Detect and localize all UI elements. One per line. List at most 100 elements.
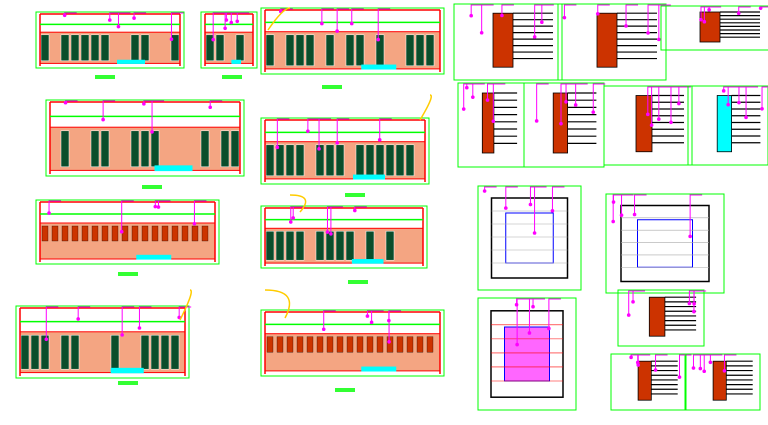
leader-dot xyxy=(365,314,370,318)
drawing-plan xyxy=(477,185,582,291)
leader-line xyxy=(484,186,497,192)
leader-line xyxy=(290,206,303,223)
leader-line xyxy=(492,83,506,122)
leader-dot xyxy=(531,304,535,309)
panel xyxy=(40,34,50,62)
leader-line xyxy=(109,12,122,21)
panel xyxy=(285,230,295,261)
brick-pier xyxy=(111,225,119,242)
panel xyxy=(285,34,295,67)
leader-line xyxy=(688,290,702,304)
leader-line xyxy=(534,186,547,234)
leader-line xyxy=(738,6,751,14)
leader-line xyxy=(708,6,722,10)
dimension-frame xyxy=(687,85,768,166)
detail-section xyxy=(637,360,652,401)
panel xyxy=(265,34,275,67)
panel xyxy=(150,130,160,168)
leader-dot xyxy=(479,30,484,35)
panel xyxy=(170,34,180,62)
leader-line xyxy=(321,8,334,24)
leader-line xyxy=(536,83,549,121)
panel xyxy=(220,130,230,168)
leader-dot xyxy=(62,13,67,18)
brick-pier xyxy=(426,336,434,353)
leader-dot xyxy=(369,320,374,325)
detail-section xyxy=(635,95,653,153)
leader-line xyxy=(692,354,706,369)
panel xyxy=(385,230,395,261)
leader-line xyxy=(276,118,290,148)
drawing-elevation-brick xyxy=(35,199,220,276)
leader-dot xyxy=(688,234,692,239)
leader-dot xyxy=(275,145,280,150)
panel xyxy=(295,34,305,67)
leader-dot xyxy=(562,15,567,20)
brick-pier xyxy=(101,225,109,242)
drawing-detail xyxy=(617,289,707,347)
dimension-frame xyxy=(660,5,768,51)
brick-pier xyxy=(131,225,139,242)
leader-dot xyxy=(491,119,496,124)
leader-dot xyxy=(63,100,68,105)
leader-dot xyxy=(320,21,324,26)
leader-line xyxy=(689,194,703,237)
leader-line xyxy=(501,4,514,16)
dimension-frame xyxy=(557,3,667,81)
leader-dot xyxy=(559,121,563,126)
dimension-frame xyxy=(260,7,445,75)
panel xyxy=(425,34,435,67)
panel xyxy=(315,144,325,177)
leader-dot xyxy=(471,95,475,99)
callout-arrow xyxy=(267,7,291,31)
brick-pier xyxy=(181,225,189,242)
panel xyxy=(265,144,275,177)
panel xyxy=(70,334,80,370)
panel xyxy=(60,34,70,62)
leader-line xyxy=(613,194,626,203)
leader-line xyxy=(170,12,184,40)
leader-dot xyxy=(291,216,295,220)
leader-dot xyxy=(669,120,673,125)
leader-line xyxy=(212,12,226,40)
callout-arrow xyxy=(264,289,291,319)
glass-strip xyxy=(353,174,385,180)
leader-dot xyxy=(636,363,641,367)
leader-dot xyxy=(657,117,661,121)
leader-line xyxy=(534,4,547,37)
leader-dot xyxy=(229,20,234,25)
leader-dot xyxy=(377,138,382,142)
panel xyxy=(405,144,415,177)
leader-dot xyxy=(737,100,741,105)
brick-pier xyxy=(346,336,354,353)
brick-pier xyxy=(416,336,424,353)
drawing-detail-glass xyxy=(687,85,768,166)
leader-dot xyxy=(211,37,215,42)
leader-dot xyxy=(619,213,624,218)
leader-line xyxy=(597,4,610,14)
brick-pier xyxy=(61,225,69,242)
leader-dot xyxy=(465,85,469,90)
leader-line xyxy=(745,86,759,118)
brick-pier xyxy=(41,225,49,242)
leader-line xyxy=(703,354,717,372)
brick-pier xyxy=(376,336,384,353)
leader-dot xyxy=(692,309,696,314)
panel xyxy=(90,34,100,62)
dimension-frame xyxy=(685,353,761,411)
leader-dot xyxy=(564,100,568,104)
drawing-plan-grid xyxy=(477,297,577,411)
panel xyxy=(80,34,90,62)
leader-line xyxy=(330,206,343,234)
drawing-detail xyxy=(603,85,693,166)
panel xyxy=(140,130,150,168)
brick-pier xyxy=(336,336,344,353)
leader-line xyxy=(528,298,542,333)
leader-dot xyxy=(353,208,357,213)
plan-outline xyxy=(620,204,710,283)
drawing-elevation xyxy=(260,205,428,284)
glass-strip xyxy=(351,259,384,264)
leader-dot xyxy=(317,147,321,151)
leader-dot xyxy=(540,20,544,25)
